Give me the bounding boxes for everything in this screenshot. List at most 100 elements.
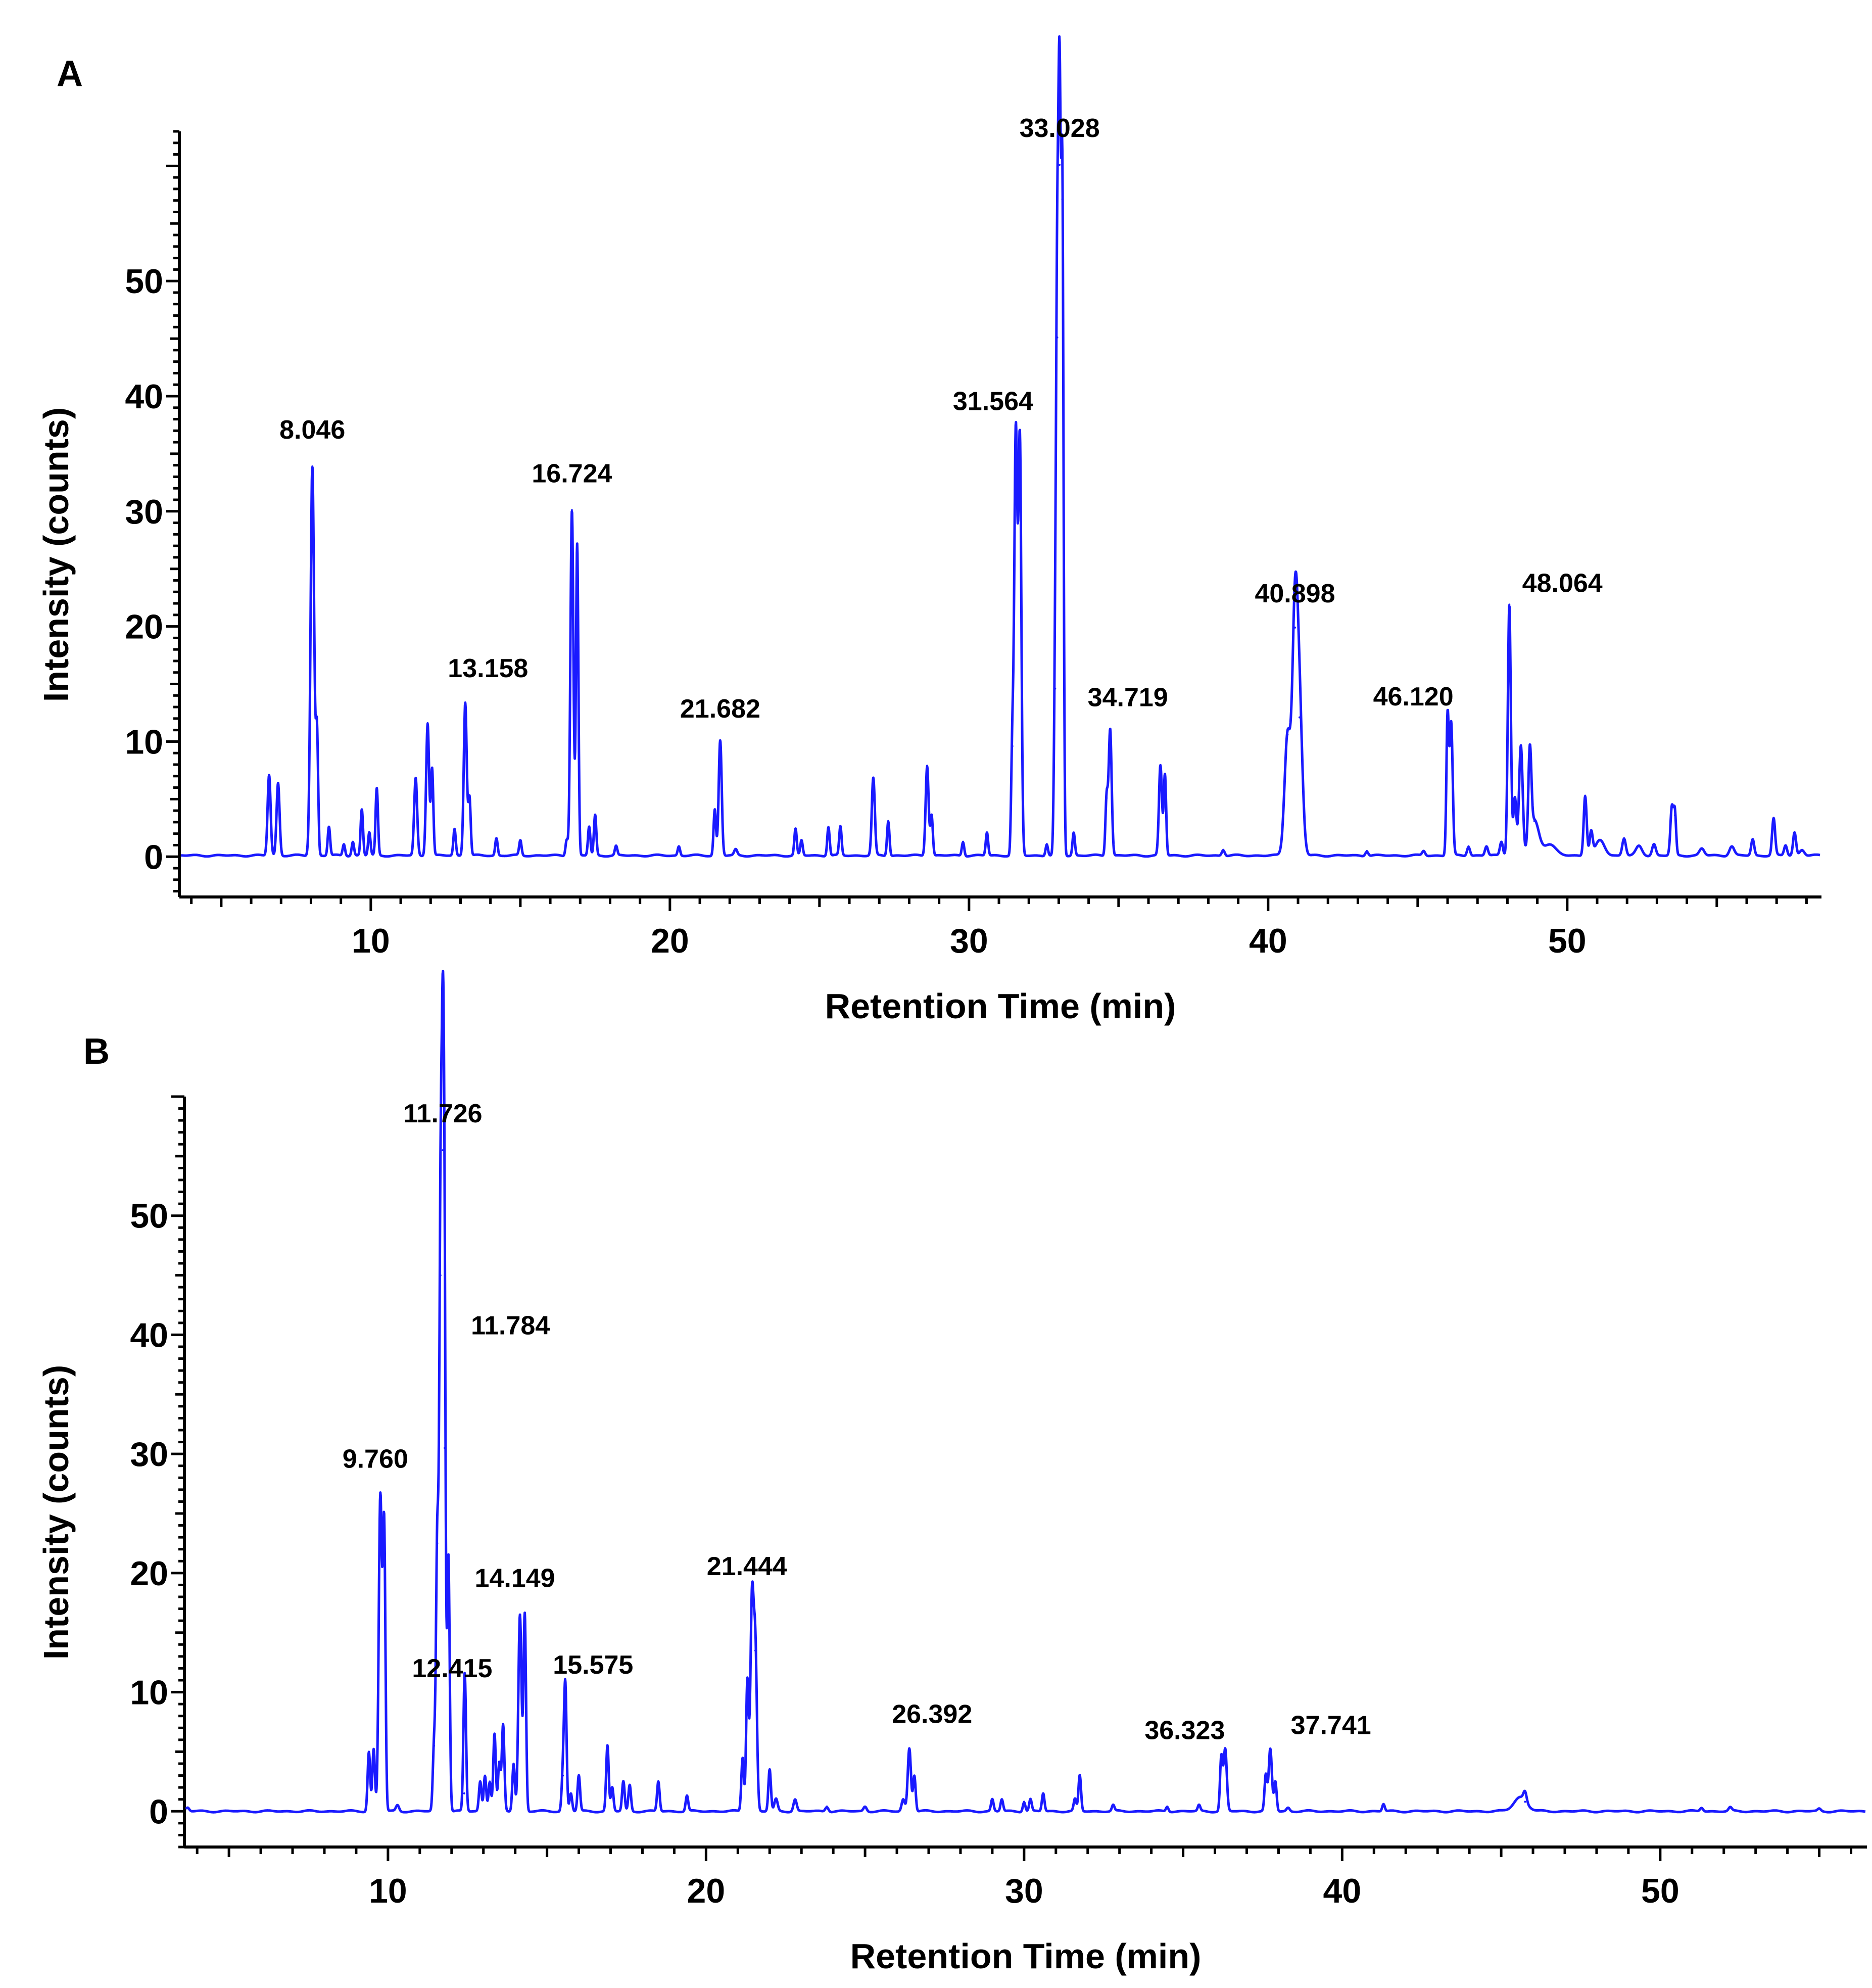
panel-b-peak-point (436, 1542, 439, 1544)
panel-a-peak-point (800, 839, 803, 842)
panel-b-peak-point (1166, 1805, 1169, 1808)
panel-a-peak-label: 8.046 (279, 415, 345, 445)
panel-b-peak-label: 37.741 (1291, 1711, 1371, 1740)
panel-a-peak-point (1019, 440, 1021, 442)
panel-b-peak-point (1729, 1807, 1732, 1809)
chart-a: 0 10 20 30 40 50 10 20 30 40 50 Retention Time (min… (36, 35, 1821, 1026)
panel-b-peak-point (562, 1774, 564, 1777)
panel-a-peak-label: 48.064 (1522, 569, 1603, 598)
panel-b-peak-point (769, 1768, 771, 1771)
panel-b-peak-point (1269, 1748, 1272, 1750)
panel-a-peak-point (1599, 839, 1601, 842)
panel-a-peak-point (1671, 806, 1673, 809)
panel-a-peak-point (1164, 774, 1166, 776)
panel-b-peak-point (439, 1274, 442, 1276)
panel-b-peak-point (383, 1530, 386, 1533)
panel-b-peak-point (463, 1792, 465, 1794)
panel-b-peak-point (775, 1798, 777, 1801)
panel-a-peak-point (414, 777, 417, 780)
panel-b-y-tick-label: 50 (130, 1197, 168, 1236)
panel-b-label: B (83, 1031, 110, 1072)
panel-b-peak-point (1287, 1807, 1289, 1809)
panel-a-peak-point (926, 765, 928, 767)
panel-a-peak-label: 46.120 (1373, 682, 1454, 712)
panel-b-peak-label: 36.323 (1144, 1716, 1225, 1745)
panel-b-peak-point (629, 1784, 631, 1786)
panel-b-peak-point (498, 1763, 501, 1765)
panel-b-peak-point (864, 1805, 867, 1808)
panel-a-peak-point (1286, 733, 1289, 736)
panel-b-x-tick-label: 10 (369, 1872, 407, 1910)
panel-a-label: A (57, 54, 83, 94)
panel-a-peak-point (1584, 794, 1587, 797)
panel-a-y-tick-label: 40 (125, 377, 163, 416)
panel-b-peak-point (396, 1804, 399, 1807)
panel-b-y-tick-label: 40 (130, 1316, 168, 1354)
panel-a-peak-point (1011, 745, 1014, 747)
panel-a-peak-point (468, 797, 471, 799)
panel-a-x-tick-label: 20 (651, 922, 689, 960)
panel-b-peak-point (1274, 1780, 1277, 1783)
panel-a-peak-label: 34.719 (1088, 683, 1168, 712)
panel-b-y-tick-label: 30 (130, 1435, 168, 1474)
panel-b-peak-label: 11.726 (403, 1099, 482, 1128)
panel-b-peak-point (991, 1798, 993, 1801)
panel-b-peak-label: 9.760 (343, 1445, 408, 1474)
panel-a-x-tick-label: 50 (1548, 922, 1587, 960)
panel-a-y-tick-label: 10 (125, 723, 163, 761)
panel-a-peak-point (719, 739, 722, 742)
panel-a-peak-label: 31.564 (953, 387, 1033, 416)
chart-b: 0 10 20 30 40 50 10 20 30 40 50 Retention Time (min… (36, 970, 1867, 1976)
panel-a-peak-point (713, 808, 716, 811)
panel-b-peak-point (826, 1805, 828, 1808)
panel-b-peak-point (479, 1780, 482, 1783)
panel-b-peak-point (519, 1614, 521, 1616)
panel-b-peak-point (1112, 1804, 1115, 1807)
panel-a-peak-point (277, 782, 279, 784)
panel-a-peak-point (1222, 848, 1225, 851)
panel-b-peak-point (1079, 1774, 1081, 1777)
panel-a-peak-point (839, 826, 842, 828)
panel-a-peak-point (1450, 722, 1453, 724)
panel-b-peak-point (686, 1794, 688, 1797)
panel-b-x-tick-label: 40 (1323, 1872, 1362, 1910)
panel-b-y-axis-title: Intensity (counts) (36, 1365, 76, 1660)
panel-b-peak-point (569, 1792, 572, 1794)
panel-b-peak-point (611, 1786, 613, 1789)
panel-a-peak-label: 33.028 (1020, 114, 1100, 143)
panel-a-peak-point (1366, 849, 1368, 852)
panel-b-peak-point (1000, 1798, 1003, 1801)
panel-a-peak-point (962, 840, 965, 843)
panel-a-peak-point (986, 831, 988, 834)
panel-a-peak-point (1109, 728, 1112, 730)
panel-a-peak-point (615, 845, 617, 847)
panel-b-peak-point (746, 1679, 749, 1681)
panel-b-peak-point (372, 1748, 375, 1750)
panel-b-peak-point (447, 1554, 450, 1556)
panel-a-peak-point (570, 509, 573, 511)
panel-b-peak-point (444, 1447, 446, 1449)
panel-a-peak-point (1054, 687, 1057, 690)
panel-b-peak-point (1220, 1757, 1223, 1759)
panel-a-peak-point (519, 839, 521, 842)
panel-a-y-tick-label: 30 (125, 493, 163, 531)
panel-a-peak-point (453, 828, 456, 830)
panel-a-peak-label: 40.898 (1255, 579, 1335, 608)
panel-b-peak-point (493, 1733, 496, 1735)
panel-b-peak-point (512, 1763, 515, 1765)
panel-a-y-axis-title: Intensity (counts) (36, 407, 76, 702)
panel-b-x-axis-title: Retention Time (min) (850, 1936, 1202, 1976)
panel-a-peak-point (1467, 845, 1470, 847)
panel-a-peak-point (1059, 164, 1061, 166)
panel-a-peak-point (1514, 797, 1516, 799)
panel-a-peak-point (735, 848, 737, 851)
panel-a-peak-point (827, 826, 830, 828)
panel-a-peak-point (1508, 603, 1511, 606)
panel-a-peak-point (368, 831, 370, 834)
panel-a-peak-point (872, 777, 875, 780)
panel-a-x-tick-label: 10 (352, 922, 390, 960)
panel-a-peak-point (1485, 845, 1487, 847)
panel-b-peak-point (1519, 1796, 1521, 1798)
panel-a-peak-point (565, 838, 568, 841)
panel-b-x-tick-label: 20 (687, 1872, 726, 1910)
